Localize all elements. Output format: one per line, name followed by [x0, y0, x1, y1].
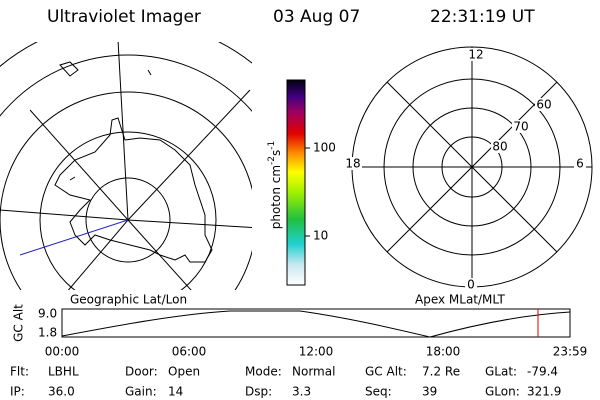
colorbar-tick: 100	[313, 141, 336, 155]
mlat-label: 60	[536, 98, 551, 112]
title: Ultraviolet Imager	[47, 7, 201, 27]
field-value: 321.9	[527, 385, 561, 399]
x-label: 12:00	[299, 345, 334, 359]
field-label: GC Alt:	[365, 365, 407, 379]
timeline-frame	[61, 308, 571, 338]
label-exp: -1	[267, 141, 277, 150]
field-value: 7.2 Re	[422, 365, 460, 379]
y-label: 9.0	[38, 307, 57, 321]
field-value: 39	[422, 385, 437, 399]
field-label: Flt:	[10, 365, 29, 379]
date: 03 Aug 07	[273, 7, 360, 27]
y-label: 1.8	[38, 326, 57, 340]
field-label: IP:	[10, 385, 25, 399]
field-label: GLat:	[485, 365, 517, 379]
colorbar	[286, 79, 306, 286]
field-label: Door:	[125, 365, 158, 379]
polar-grid	[351, 46, 593, 288]
x-label: 00:00	[45, 345, 80, 359]
field-value: LBHL	[48, 365, 79, 379]
axis-label: GC Alt	[12, 304, 26, 342]
map-caption: Geographic Lat/Lon	[70, 293, 187, 307]
field-label: GLon:	[485, 385, 520, 399]
mlt-label: 12	[468, 48, 483, 62]
mlt-label: 0	[467, 278, 475, 292]
colorbar-tick: 10	[313, 229, 328, 243]
geo-map	[0, 42, 252, 290]
time: 22:31:19 UT	[430, 7, 535, 27]
mlt-label: 18	[345, 157, 360, 171]
field-value: 14	[168, 385, 183, 399]
map-caption: Apex MLat/MLT	[415, 293, 505, 307]
field-value: -79.4	[527, 365, 558, 379]
field-label: Seq:	[365, 385, 392, 399]
mlat-label: 80	[492, 140, 507, 154]
mlt-label: 6	[576, 157, 584, 171]
field-value: Normal	[292, 365, 335, 379]
mlat-label: 70	[513, 120, 528, 134]
field-value: Open	[168, 365, 200, 379]
field-label: Mode:	[245, 365, 282, 379]
field-label: Gain:	[125, 385, 157, 399]
field-label: Dsp:	[245, 385, 272, 399]
x-label: 18:00	[426, 345, 461, 359]
field-value: 36.0	[48, 385, 75, 399]
x-label: 23:59	[553, 345, 588, 359]
field-value: 3.3	[292, 385, 311, 399]
x-label: 06:00	[172, 345, 207, 359]
colorbar-label: photon cm-2s-1	[267, 141, 283, 230]
footer: Flt: LBHL Door: Open Mode: Normal GC Alt: 7.2 R…	[10, 365, 561, 399]
label-exp: -2	[267, 156, 277, 165]
label-text: s	[269, 150, 283, 156]
altitude-curve	[61, 310, 571, 338]
label-text: photon cm	[269, 165, 283, 229]
